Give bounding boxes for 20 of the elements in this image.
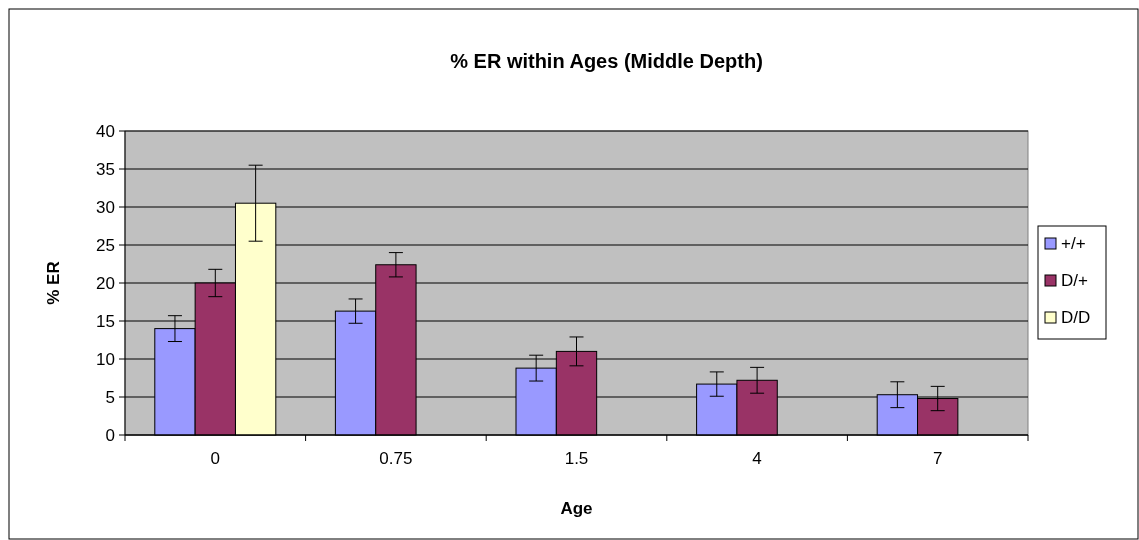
y-axis-title: % ER — [44, 261, 63, 305]
legend-label: +/+ — [1061, 234, 1086, 253]
x-tick-label: 1.5 — [564, 449, 589, 468]
y-tick-label: 10 — [96, 350, 115, 369]
y-tick-label: 35 — [96, 160, 115, 179]
x-tick-label: 0 — [210, 449, 221, 468]
y-tick-label: 25 — [96, 236, 115, 255]
y-tick-label: 15 — [96, 312, 115, 331]
legend-label: D/+ — [1061, 271, 1088, 290]
x-tick-label: 7 — [932, 449, 943, 468]
x-tick-label: 4 — [752, 449, 762, 468]
y-tick-label: 20 — [96, 274, 115, 293]
y-tick-label: 30 — [96, 198, 115, 217]
x-axis-title: Age — [560, 499, 593, 518]
y-tick-label: 40 — [96, 122, 115, 141]
legend-label: D/D — [1061, 308, 1091, 327]
y-tick-label: 0 — [105, 426, 115, 445]
y-tick-label: 5 — [105, 388, 115, 407]
chart-title: % ER within Ages (Middle Depth) — [450, 50, 763, 72]
x-tick-label: 0.75 — [379, 449, 413, 468]
